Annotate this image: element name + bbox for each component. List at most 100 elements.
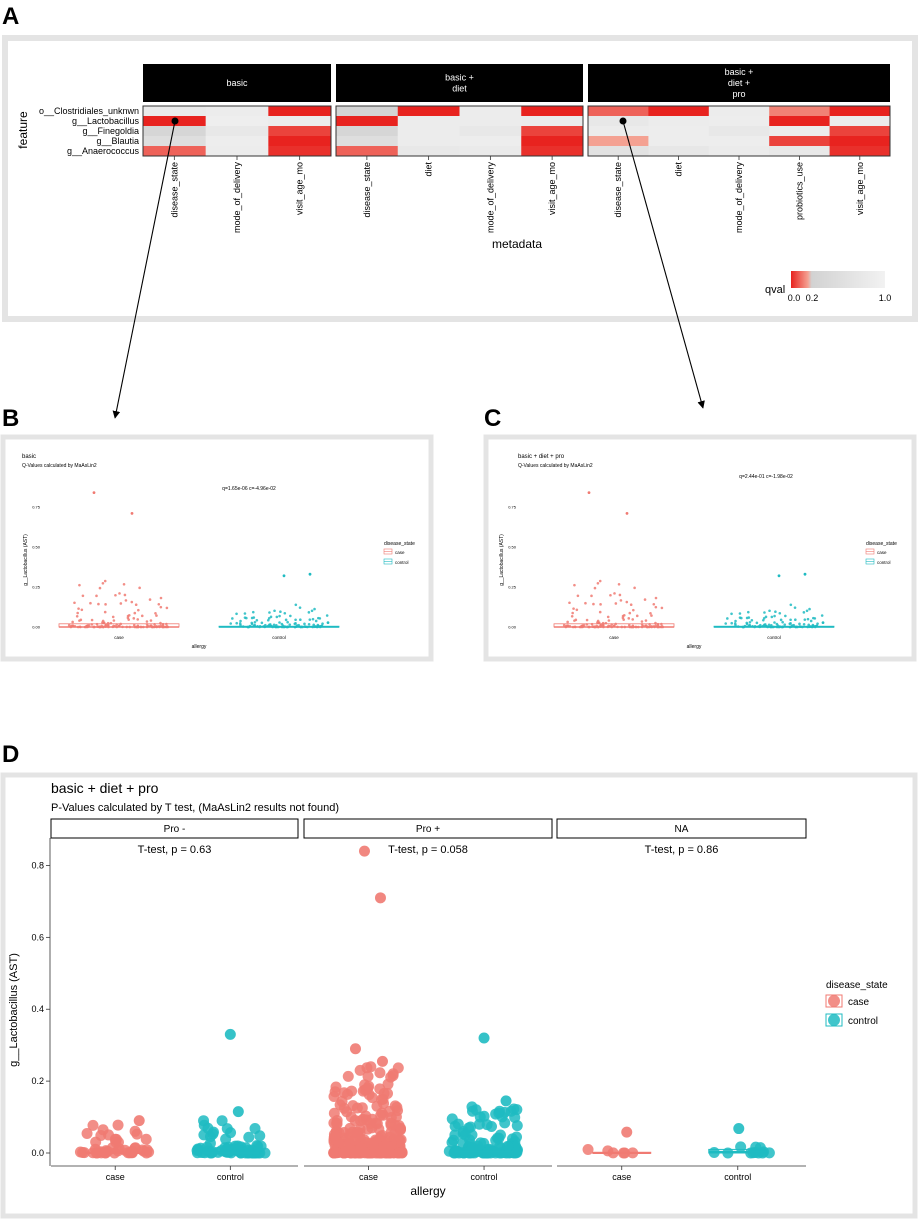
facet-strip-label: Pro + [416,824,440,835]
data-point [103,579,107,583]
data-point [740,616,743,620]
x-tick-label: case [609,635,619,640]
outlier-point [777,574,781,578]
outlier-point [282,574,286,578]
data-point [640,620,644,623]
data-point [272,623,276,627]
data-point [283,611,287,615]
x-tick-label: control [767,635,781,640]
data-point [286,620,289,624]
data-point [375,1109,387,1121]
y-tick-label: 0.75 [508,505,517,510]
data-point [252,616,256,619]
data-point [762,616,766,620]
data-point [747,616,751,619]
data-point [781,620,784,624]
heatmap-x-title: metadata [492,237,542,251]
heatmap-cell [521,126,584,137]
qval-colorbar [791,271,885,288]
data-point [133,611,137,615]
heatmap-cell [829,116,891,127]
heatmap-row-label: g__Anaerococcus [67,146,140,156]
data-point [467,1105,479,1117]
panel-b-legend-key-case [383,548,393,555]
panel-letter-b: B [2,405,19,432]
data-point [294,603,298,607]
data-point [298,606,302,609]
data-point [502,1140,514,1152]
data-point [574,618,578,622]
data-point [330,1081,342,1093]
data-point [308,618,312,621]
data-point [660,606,664,610]
data-point [783,623,787,626]
data-point [119,602,123,605]
data-point [325,614,329,617]
heatmap-cell [459,146,522,157]
data-point [789,603,793,607]
data-point [157,602,161,606]
pvalue-label: T-test, p = 0.86 [645,844,719,856]
data-point [473,1118,485,1130]
data-point [374,1067,386,1079]
heatmap-column-label: visit_age_mo [295,162,305,215]
data-point [562,623,566,627]
heatmap-column-label: disease_state [613,162,623,218]
data-point [767,623,771,627]
panel-d-frame [0,772,918,1219]
heatmap-row-label: g__Blautia [96,136,139,146]
data-point [365,1061,377,1073]
data-point [289,614,292,618]
heatmap-cell [708,116,770,127]
data-point [107,623,110,627]
heatmap-cell [336,136,399,147]
panel-c-legend-title: disease_state [866,541,897,547]
data-point [149,619,153,622]
data-point [734,619,737,623]
data-point [764,615,768,619]
data-point [132,617,136,620]
heatmap-cell [459,126,522,137]
data-point [654,596,658,600]
data-point [582,624,586,627]
data-point [607,619,611,622]
heatmap-cell [143,146,207,157]
heatmap-column-label: diet [674,162,684,177]
panel-d-legend-control: control [848,1016,878,1027]
data-point [738,612,742,615]
data-point [104,603,107,606]
panel-b-ylabel: g__Lactobacillus (AST) [23,534,29,586]
data-point [619,599,623,602]
data-point [393,1147,405,1159]
data-point [118,592,121,595]
data-point [592,602,595,606]
data-point [87,624,91,627]
data-point [654,605,658,609]
data-point [103,1129,115,1141]
data-point [764,623,767,626]
data-point [598,579,602,583]
data-point [123,593,127,597]
heatmap-column-label: visit_age_mo [547,162,557,215]
y-tick-label: 0.6 [31,932,44,942]
data-point [250,622,254,626]
data-point [126,1146,138,1158]
panel-a-frame [2,35,918,322]
data-point [112,619,116,622]
data-point [80,608,84,612]
data-point [643,598,647,601]
data-point [570,614,574,618]
data-point [269,623,272,626]
data-point [779,618,783,622]
heatmap-cell [588,126,649,137]
data-point [508,1103,520,1115]
data-point [575,608,579,612]
data-point [114,593,117,597]
data-point [355,1115,367,1127]
heatmap-cell [459,136,522,147]
heatmap-cell [397,136,460,147]
data-point [134,603,138,607]
x-tick-label: case [359,1172,378,1182]
heatmap-cell [648,126,710,137]
data-point [328,1090,340,1102]
